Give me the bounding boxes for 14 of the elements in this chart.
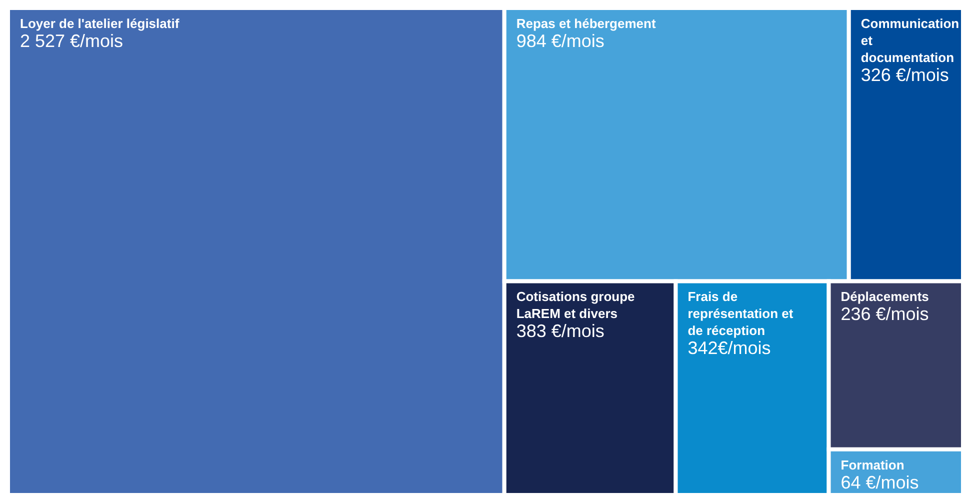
data-label: 326 €/mois [860,65,949,85]
category-label: Communication et documentation [860,16,960,65]
data-label: 984 €/mois [516,31,604,51]
data-label: 383 €/mois [516,321,604,342]
category-label: Déplacements [840,289,929,304]
data-label: 342€/mois [688,338,771,358]
category-label: Repas et hébergement [516,16,656,31]
data-label: 2 527 €/mois [20,31,124,51]
data-label: 64 €/mois [840,472,919,492]
category-label: Loyer de l'atelier législatif [20,16,180,31]
category-label: Formation [840,457,904,472]
category-label: Cotisations groupe LaREM et divers [516,289,635,322]
category-label: Frais de représentation et de réception [688,289,794,338]
data-label: 236 €/mois [840,304,929,324]
